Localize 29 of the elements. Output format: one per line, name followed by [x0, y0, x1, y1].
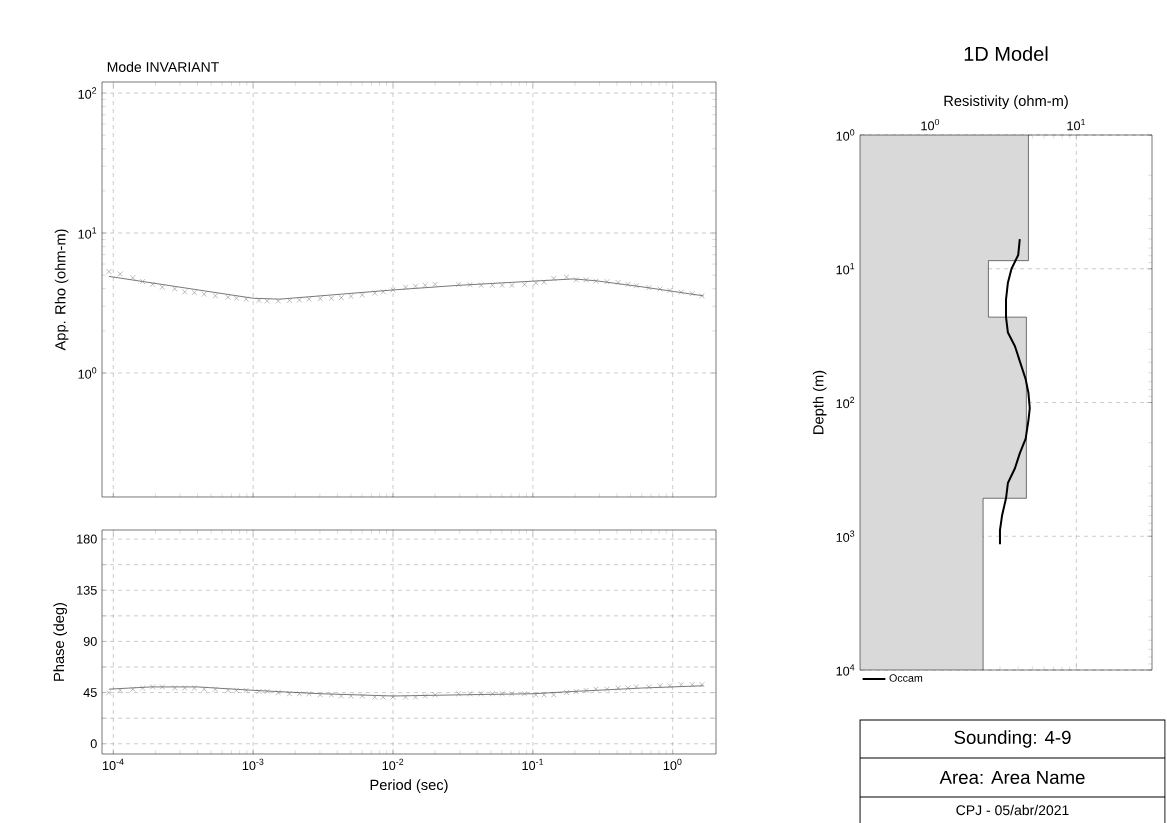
y-axis-title: App. Rho (ohm-m) — [54, 229, 69, 351]
x-tick-label: 10$^{-1}$ — [522, 758, 544, 771]
x-axis-title: Period (sec) — [370, 779, 448, 793]
x-axis-title: Resistivity (ohm-m) — [944, 95, 1068, 109]
y-tick-label: 10$^{1}$ — [78, 227, 97, 239]
text: Area: Area Name — [939, 770, 1085, 785]
x-tick-label: 10$^{0}$ — [663, 758, 682, 771]
y-tick-label: 10$^{0}$ — [836, 129, 855, 141]
y-tick-label: 10$^{0}$ — [78, 367, 97, 379]
y-tick-label: 135 — [77, 585, 97, 595]
x-tick-label: 10$^{-4}$ — [102, 758, 124, 771]
x-tick-label: 10$^{-2}$ — [382, 758, 404, 771]
y-tick-label: 0 — [90, 739, 97, 749]
y-tick-label: 10$^{2}$ — [78, 87, 97, 99]
y-tick-label: 90 — [83, 636, 97, 646]
text: Sounding: 4-9 — [954, 730, 1071, 748]
chart-title: Mode INVARIANT — [107, 61, 219, 72]
x-tick-label: 10$^{-3}$ — [242, 758, 264, 771]
y-tick-label: 180 — [77, 534, 97, 544]
y-tick-label: 10$^{2}$ — [836, 396, 855, 409]
chart-title: 1D Model — [964, 46, 1048, 61]
y-tick-label: 45 — [83, 688, 97, 698]
text: CPJ - 05/abr/2021 — [956, 804, 1069, 816]
y-tick-label: 10$^{4}$ — [836, 664, 855, 676]
y-tick-label: 10$^{3}$ — [836, 530, 855, 542]
y-axis-title: Phase (deg) — [53, 602, 67, 681]
y-axis-title: Depth (m) — [812, 370, 827, 434]
y-tick-label: 10$^{1}$ — [836, 263, 855, 275]
legend-label: Occam — [889, 674, 923, 682]
